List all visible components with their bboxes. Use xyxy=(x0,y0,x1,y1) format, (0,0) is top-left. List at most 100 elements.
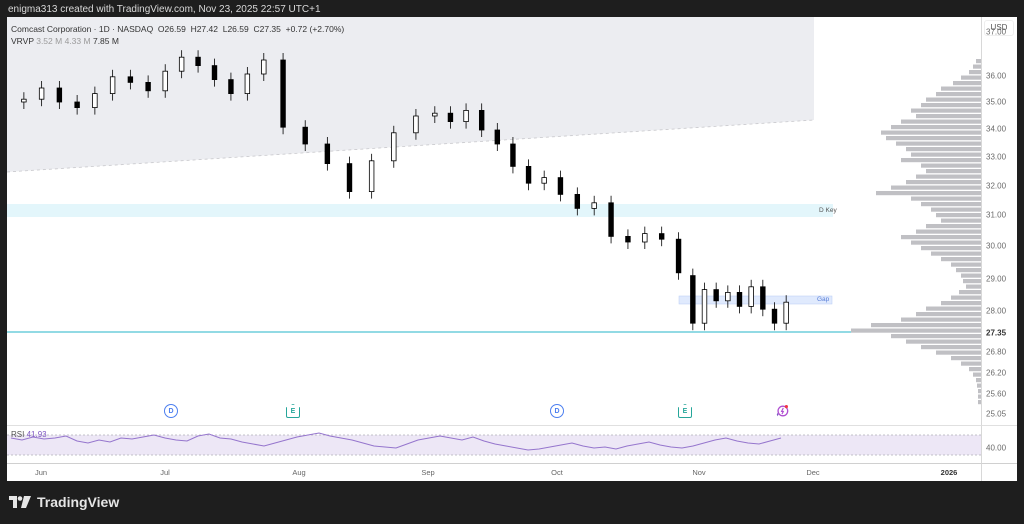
candle xyxy=(74,101,80,108)
gap-label: Gap xyxy=(817,296,830,303)
high-value: 27.42 xyxy=(196,24,218,34)
price-label: 26.80 xyxy=(986,347,1007,357)
price-chart-area[interactable]: Comcast Corporation · 1D · NASDAQ O26.59… xyxy=(7,17,981,425)
candle xyxy=(690,275,696,324)
candle xyxy=(713,289,719,302)
price-scale[interactable]: USD 37.00 36.00 35.00 34.00 33.00 32.00 31.00 3… xyxy=(981,17,1017,425)
price-label: 26.20 xyxy=(986,368,1007,378)
candle xyxy=(625,235,631,243)
close-value: 27.35 xyxy=(259,24,281,34)
price-label: 31.00 xyxy=(986,210,1007,220)
time-label-jul: Jul xyxy=(160,468,170,477)
upcoming-event-icon[interactable] xyxy=(775,404,789,418)
candle xyxy=(760,286,766,310)
candle xyxy=(525,165,532,184)
vrvp-value-1: 3.52 M xyxy=(36,36,63,46)
chart-legend: Comcast Corporation · 1D · NASDAQ O26.59… xyxy=(11,24,345,46)
chart-caption: enigma313 created with TradingView.com, … xyxy=(8,4,321,15)
currency-unit[interactable]: USD xyxy=(984,20,1014,36)
time-label-nov: Nov xyxy=(692,468,706,477)
rsi-chart xyxy=(7,432,981,456)
tradingview-logo[interactable]: TradingView xyxy=(9,494,119,510)
candle xyxy=(725,291,731,302)
candle xyxy=(658,233,665,240)
change-value: +0.72 (+2.70%) xyxy=(285,24,345,34)
low-value: 26.59 xyxy=(227,24,249,34)
d-key-label: D Key xyxy=(819,207,837,214)
vrvp-label[interactable]: VRVP xyxy=(11,36,34,46)
candle xyxy=(92,93,98,108)
candle xyxy=(736,291,743,307)
candle xyxy=(127,76,134,83)
upper-channel-zone xyxy=(7,17,814,172)
candle xyxy=(228,79,234,94)
candle xyxy=(324,143,331,165)
candle xyxy=(391,132,397,162)
d-key-zone xyxy=(7,204,833,217)
candle xyxy=(478,110,485,131)
dividend-event-icon[interactable]: D xyxy=(550,404,564,418)
candle xyxy=(413,115,419,134)
candle xyxy=(748,286,754,307)
candle xyxy=(244,73,251,95)
candle xyxy=(557,177,564,195)
candle xyxy=(701,289,708,324)
gap-zone xyxy=(678,295,833,305)
time-label-oct: Oct xyxy=(551,468,563,477)
candle xyxy=(642,233,648,243)
price-label: 32.00 xyxy=(986,181,1007,191)
symbol-title[interactable]: Comcast Corporation · 1D · NASDAQ xyxy=(11,24,154,34)
earnings-event-icon[interactable]: E xyxy=(286,404,300,418)
open-value: 26.59 xyxy=(164,24,186,34)
rsi-pane[interactable]: RSI 41.93 xyxy=(7,425,981,463)
candle xyxy=(608,202,614,237)
vrvp-value-3: 7.85 M xyxy=(92,36,119,46)
candle xyxy=(783,301,789,324)
candle xyxy=(346,163,353,193)
price-label: 34.00 xyxy=(986,124,1007,134)
candle xyxy=(574,193,581,209)
candle xyxy=(38,87,45,100)
candle xyxy=(109,76,116,94)
price-label: 28.00 xyxy=(986,306,1007,316)
candle xyxy=(510,143,516,167)
candle xyxy=(675,238,682,274)
dividend-event-icon[interactable]: D xyxy=(164,404,178,418)
candle xyxy=(494,129,501,145)
vrvp-value-2: 4.33 M xyxy=(64,36,91,46)
candle xyxy=(261,59,267,75)
price-label: 27.35 xyxy=(986,328,1007,338)
rsi-scale-label: 40.00 xyxy=(986,443,1007,453)
time-axis[interactable]: Jun Jul Aug Sep Oct Nov Dec 2026 xyxy=(7,463,981,481)
chart-frame: Comcast Corporation · 1D · NASDAQ O26.59… xyxy=(7,17,1017,481)
candle xyxy=(463,110,469,123)
price-label: 33.00 xyxy=(986,152,1007,162)
rsi-scale[interactable]: 40.00 xyxy=(981,425,1017,463)
candle xyxy=(432,112,438,117)
earnings-event-icon[interactable]: E xyxy=(678,404,692,418)
candle xyxy=(21,98,27,103)
candle xyxy=(591,202,597,209)
candle xyxy=(178,56,185,72)
candle xyxy=(368,160,375,193)
tradingview-logo-icon xyxy=(9,496,31,508)
candle xyxy=(541,177,547,184)
rsi-value: 41.93 xyxy=(26,430,47,439)
price-label: 36.00 xyxy=(986,71,1007,81)
price-label: 35.00 xyxy=(986,97,1007,107)
time-label-2026: 2026 xyxy=(940,468,958,477)
candle xyxy=(145,82,151,92)
time-label-sep: Sep xyxy=(421,468,435,477)
rsi-legend: RSI 41.93 xyxy=(11,430,47,439)
price-label: 37.00 xyxy=(986,27,1007,37)
candle xyxy=(447,112,454,122)
price-label: 25.60 xyxy=(986,389,1007,399)
candle xyxy=(195,56,201,67)
price-chart-svg xyxy=(7,17,981,405)
candle xyxy=(56,87,63,103)
candle xyxy=(771,308,778,324)
time-label-dec: Dec xyxy=(806,468,820,477)
candle xyxy=(211,65,218,80)
candle xyxy=(162,70,168,92)
brand-name: TradingView xyxy=(37,494,120,510)
